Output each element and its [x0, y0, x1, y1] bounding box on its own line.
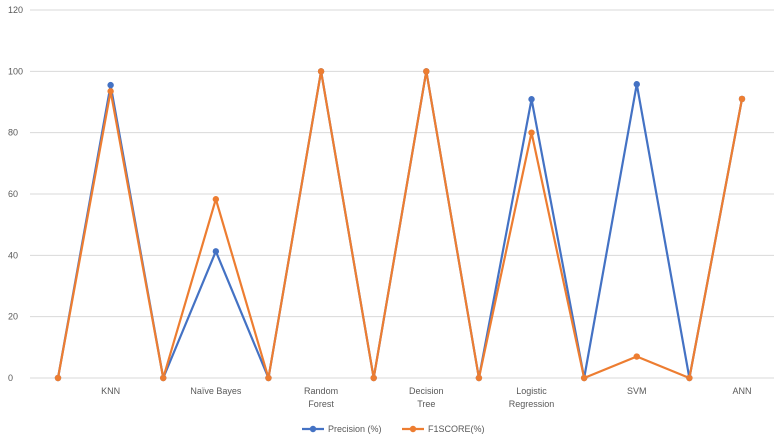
data-point — [317, 68, 325, 75]
data-point — [528, 129, 535, 136]
x-category-label: Naïve Bayes — [190, 386, 242, 396]
y-tick-label: 80 — [8, 128, 18, 138]
data-point — [528, 96, 535, 103]
gridlines — [30, 9, 774, 379]
data-point — [212, 248, 220, 255]
y-tick-label: 40 — [8, 250, 18, 260]
y-tick-label: 60 — [8, 189, 18, 199]
y-tick-label: 20 — [8, 312, 18, 322]
data-point — [633, 353, 640, 360]
data-point — [580, 374, 588, 382]
data-point — [212, 196, 220, 203]
data-point — [160, 374, 167, 382]
y-tick-label: 120 — [8, 5, 23, 15]
x-category-label: KNN — [101, 386, 120, 396]
x-category-label: SVM — [627, 386, 647, 396]
data-point — [107, 88, 114, 95]
legend-label: F1SCORE(%) — [428, 424, 485, 434]
data-point — [686, 374, 693, 382]
data-point — [265, 374, 272, 382]
data-point — [107, 81, 114, 89]
y-axis-tick-labels: 0 20 40 60 80 100 120 — [8, 5, 23, 383]
series-line — [56, 70, 744, 380]
x-category-label: Regression — [509, 399, 555, 409]
x-category-label: Random — [304, 386, 338, 396]
legend-label: Precision (%) — [328, 424, 382, 434]
series-lines — [54, 68, 746, 382]
legend-marker — [409, 425, 417, 433]
data-point — [475, 374, 483, 382]
data-point — [423, 68, 430, 75]
data-point — [633, 81, 640, 88]
x-category-label: Tree — [417, 399, 435, 409]
x-category-label: ANN — [732, 386, 751, 396]
y-tick-label: 0 — [8, 373, 13, 383]
legend: Precision (%) F1SCORE(%) — [302, 424, 485, 434]
data-point — [370, 374, 377, 382]
data-point — [738, 95, 746, 103]
legend-marker — [309, 425, 317, 433]
y-tick-label: 100 — [8, 66, 23, 76]
data-point — [54, 374, 62, 382]
x-category-label: Forest — [308, 399, 334, 409]
x-category-label: Decision — [409, 386, 444, 396]
x-category-label: Logistic — [516, 386, 547, 396]
x-axis-category-labels: KNN Naïve Bayes Random Forest Decision Tree Lo… — [101, 386, 751, 409]
